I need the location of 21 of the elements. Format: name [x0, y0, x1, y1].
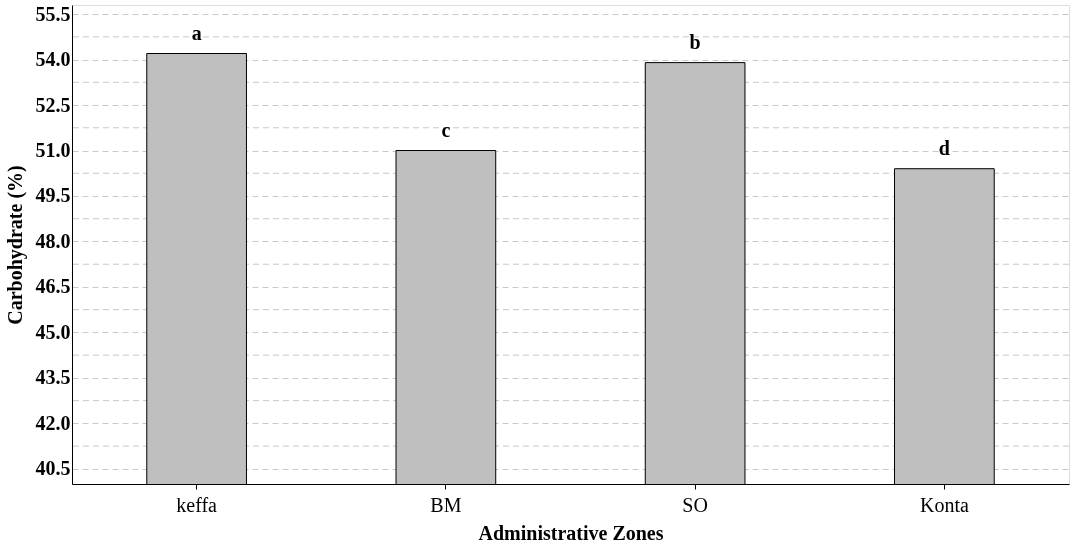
y-tick-label: 42.0: [35, 411, 71, 434]
x-tick-label: SO: [682, 493, 708, 516]
x-axis-title: Administrative Zones: [478, 521, 664, 544]
x-tick-label: BM: [430, 493, 462, 516]
y-tick-label: 45.0: [35, 320, 71, 343]
y-tick-label: 43.5: [35, 366, 71, 389]
annotation: a: [191, 21, 202, 44]
y-tick-label: 40.5: [35, 457, 71, 480]
y-tick-label: 52.5: [35, 93, 71, 116]
y-tick-label: 54.0: [35, 48, 71, 71]
annotation: b: [689, 30, 701, 53]
y-tick-label: 46.5: [35, 275, 71, 298]
annotation: c: [441, 118, 451, 141]
y-tick-label: 55.5: [35, 2, 71, 25]
y-tick-label: 51.0: [35, 139, 71, 162]
y-tick-label: 48.0: [35, 229, 71, 252]
y-tick-label: 49.5: [35, 184, 71, 207]
annotation: d: [938, 136, 950, 159]
y-axis-title: Carbohydrate (%): [3, 165, 27, 325]
x-tick-label: Konta: [919, 493, 969, 516]
x-tick-label: keffa: [176, 493, 218, 516]
